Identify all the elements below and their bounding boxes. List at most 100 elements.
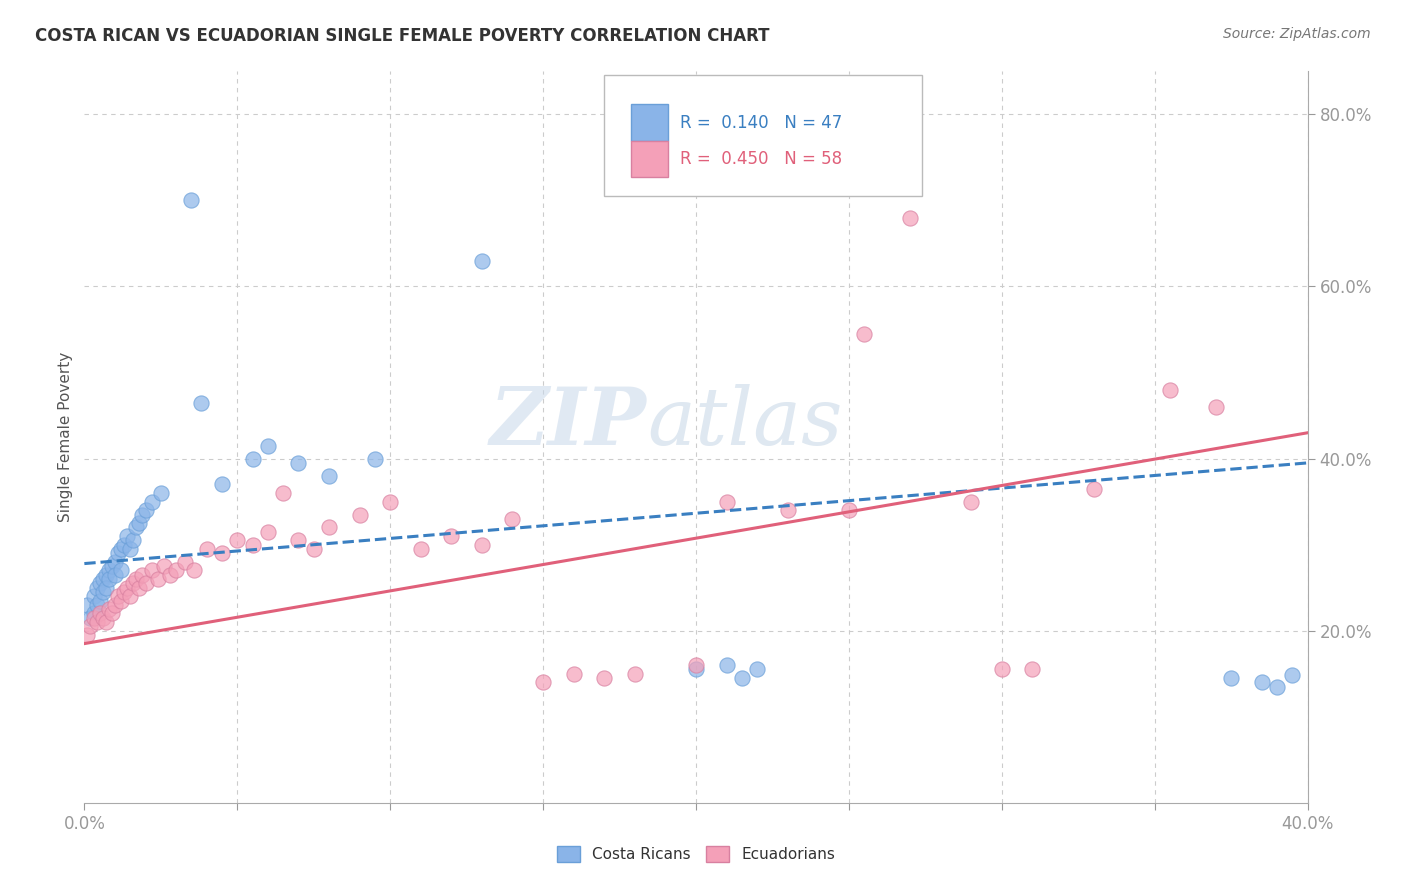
- Point: [135, 576, 157, 591]
- Point: [183, 564, 205, 578]
- Point: [97, 572, 120, 586]
- Point: [1083, 482, 1105, 496]
- Point: [1021, 662, 1043, 676]
- Point: [79, 619, 101, 633]
- Point: [101, 559, 124, 574]
- Point: [242, 451, 264, 466]
- Point: [83, 607, 105, 621]
- Point: [110, 593, 132, 607]
- Point: [89, 607, 111, 621]
- Text: ZIP: ZIP: [491, 384, 647, 461]
- Point: [94, 581, 117, 595]
- Point: [79, 611, 101, 625]
- Point: [112, 538, 135, 552]
- Point: [257, 524, 280, 539]
- Point: [153, 559, 176, 574]
- Text: R =  0.140   N = 47: R = 0.140 N = 47: [681, 113, 842, 131]
- Point: [211, 477, 233, 491]
- Point: [83, 589, 105, 603]
- Point: [94, 567, 117, 582]
- Point: [624, 666, 647, 681]
- Point: [716, 494, 738, 508]
- Point: [409, 541, 432, 556]
- Point: [122, 533, 145, 548]
- Point: [776, 503, 799, 517]
- Y-axis label: Single Female Poverty: Single Female Poverty: [58, 352, 73, 522]
- Point: [76, 598, 98, 612]
- Point: [86, 615, 108, 629]
- Point: [112, 585, 135, 599]
- Point: [380, 494, 402, 508]
- Point: [146, 572, 169, 586]
- Point: [1265, 680, 1288, 694]
- Point: [287, 533, 309, 548]
- Point: [91, 585, 114, 599]
- Text: atlas: atlas: [647, 384, 842, 461]
- Point: [125, 520, 148, 534]
- Point: [110, 564, 132, 578]
- Point: [89, 576, 111, 591]
- Point: [83, 611, 105, 625]
- Point: [960, 494, 983, 508]
- Point: [349, 508, 371, 522]
- Text: COSTA RICAN VS ECUADORIAN SINGLE FEMALE POVERTY CORRELATION CHART: COSTA RICAN VS ECUADORIAN SINGLE FEMALE …: [35, 27, 769, 45]
- Point: [174, 555, 197, 569]
- Point: [97, 602, 120, 616]
- Point: [120, 589, 142, 603]
- Point: [1159, 383, 1181, 397]
- Point: [104, 598, 127, 612]
- Point: [242, 538, 264, 552]
- Point: [94, 615, 117, 629]
- Point: [226, 533, 249, 548]
- Point: [104, 555, 127, 569]
- Point: [76, 628, 98, 642]
- Point: [195, 541, 218, 556]
- Point: [128, 516, 150, 530]
- Point: [141, 564, 163, 578]
- Point: [115, 581, 138, 595]
- Point: [271, 486, 294, 500]
- Point: [86, 598, 108, 612]
- Point: [685, 658, 707, 673]
- Point: [89, 593, 111, 607]
- FancyBboxPatch shape: [605, 75, 922, 195]
- Point: [91, 572, 114, 586]
- Point: [91, 611, 114, 625]
- Point: [502, 512, 524, 526]
- Point: [101, 607, 124, 621]
- Point: [141, 494, 163, 508]
- Point: [853, 326, 876, 341]
- Point: [104, 567, 127, 582]
- FancyBboxPatch shape: [631, 104, 668, 141]
- Point: [1281, 668, 1303, 682]
- Point: [991, 662, 1014, 676]
- Point: [149, 486, 172, 500]
- Point: [838, 503, 860, 517]
- Point: [120, 541, 142, 556]
- Text: Source: ZipAtlas.com: Source: ZipAtlas.com: [1223, 27, 1371, 41]
- Point: [562, 666, 585, 681]
- Point: [122, 576, 145, 591]
- Point: [898, 211, 921, 225]
- Point: [318, 520, 340, 534]
- Point: [593, 671, 616, 685]
- Point: [731, 671, 754, 685]
- Point: [211, 546, 233, 560]
- Point: [159, 567, 181, 582]
- Point: [318, 468, 340, 483]
- Point: [531, 675, 554, 690]
- Point: [440, 529, 463, 543]
- Point: [128, 581, 150, 595]
- Point: [747, 662, 769, 676]
- Point: [471, 538, 494, 552]
- Point: [135, 503, 157, 517]
- Point: [685, 662, 707, 676]
- Point: [131, 567, 153, 582]
- Point: [716, 658, 738, 673]
- Point: [1250, 675, 1272, 690]
- FancyBboxPatch shape: [631, 141, 668, 178]
- Point: [86, 581, 108, 595]
- Point: [131, 508, 153, 522]
- Point: [107, 589, 129, 603]
- Point: [287, 456, 309, 470]
